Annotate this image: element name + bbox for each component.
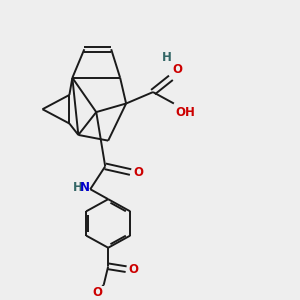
Text: O: O <box>92 286 102 299</box>
Text: N: N <box>80 181 90 194</box>
Text: H: H <box>73 181 83 194</box>
Text: O: O <box>172 63 182 76</box>
Text: O: O <box>134 166 144 178</box>
Text: O: O <box>128 263 139 276</box>
Text: OH: OH <box>176 106 195 119</box>
Text: H: H <box>161 51 171 64</box>
